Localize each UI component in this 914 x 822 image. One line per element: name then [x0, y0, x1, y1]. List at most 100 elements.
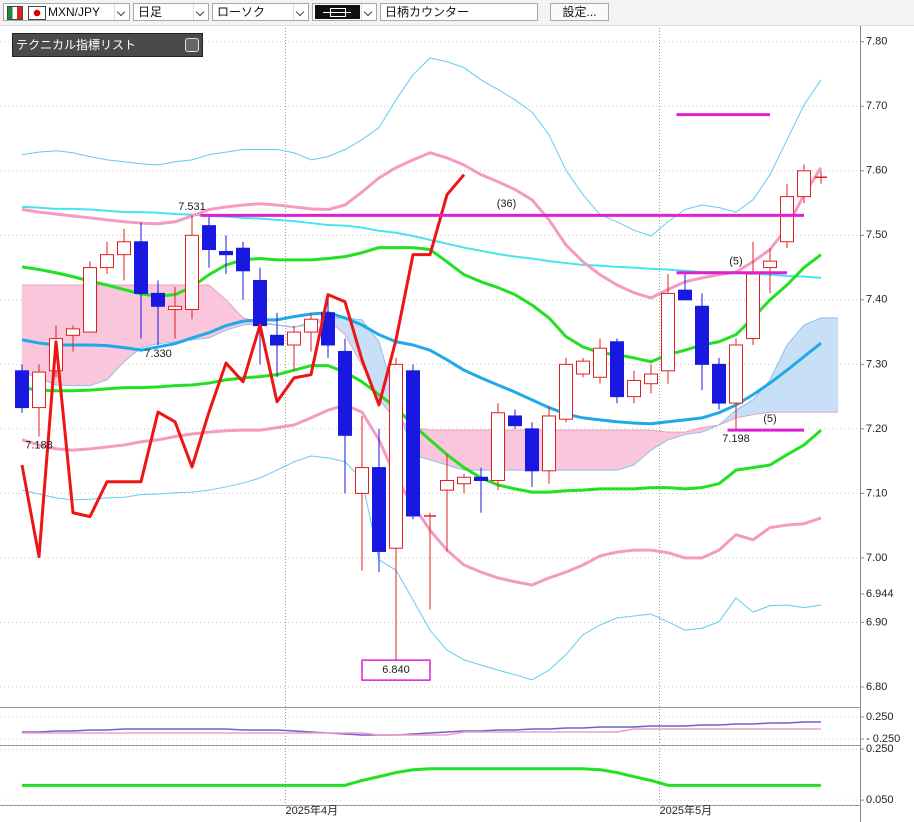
chart-style: ローソク: [217, 5, 266, 19]
cloud: [820, 317, 839, 413]
size-select[interactable]: [312, 3, 377, 21]
y-tick-label: 0.050: [866, 794, 894, 806]
x-tick-label: 2025年5月: [660, 803, 713, 817]
candle-body: [151, 292, 165, 307]
indicator-line: [21, 455, 822, 681]
settings: 設定...: [562, 5, 597, 19]
candle-body: [440, 479, 454, 491]
candle-body: [304, 318, 318, 333]
candle-body: [508, 415, 522, 427]
candle-body: [780, 196, 794, 243]
flag-icon: [7, 6, 23, 20]
cloud: [650, 429, 669, 451]
extreme-label: 7.531: [178, 201, 206, 213]
candle-body: [695, 305, 709, 365]
flag-icon: [28, 6, 46, 20]
candle-body: [236, 247, 250, 272]
symbol: MXN/JPY: [48, 5, 101, 19]
candle-body: [797, 170, 811, 198]
y-tick-label: 6.90: [866, 616, 887, 628]
symbol-select[interactable]: MXN/JPY: [3, 3, 130, 21]
indicator-line: [22, 767, 821, 787]
candle-body: [763, 260, 777, 269]
candle-body: [100, 254, 114, 269]
cloud: [21, 284, 40, 379]
panel-title: テクニカル指標リスト: [16, 38, 137, 52]
level-label: (5): [763, 413, 776, 425]
cloud: [582, 429, 601, 471]
candle-body: [729, 344, 743, 404]
candle-body: [644, 373, 658, 385]
y-tick-label: 7.40: [866, 294, 887, 306]
counter-input[interactable]: 日柄カウンター: [380, 3, 538, 21]
indicator-line: [21, 57, 822, 237]
candle-body: [270, 334, 284, 346]
period: 日足: [138, 5, 163, 19]
candle-body: [678, 289, 692, 301]
candle-body: [219, 250, 233, 256]
indicator-line: [21, 151, 823, 300]
candle-body: [610, 341, 624, 398]
cloud: [565, 429, 584, 471]
cloud: [106, 284, 125, 381]
candle-body: [746, 273, 760, 340]
y-tick-label: 7.60: [866, 165, 887, 177]
candle-body: [491, 412, 505, 481]
level-label: (5): [729, 256, 742, 268]
cloud: [769, 344, 788, 413]
candle-body: [559, 363, 573, 420]
candle-body: [542, 415, 556, 472]
candle-body: [372, 467, 386, 552]
x-tick-label: 2025年4月: [286, 803, 339, 817]
y-tick-label: 0.250: [866, 711, 894, 723]
extreme-label: 7.188: [25, 440, 53, 452]
indicator-line: [21, 311, 822, 426]
settings-button[interactable]: 設定...: [550, 3, 609, 21]
candle-body: [168, 305, 182, 311]
size-icon: [315, 5, 360, 19]
cloud: [633, 429, 652, 466]
candle-body: [66, 328, 80, 336]
candle-body: [474, 476, 488, 481]
extreme-label: 6.840: [382, 664, 410, 676]
candle-body: [338, 350, 352, 436]
candle-body: [202, 225, 216, 251]
indicator-line: [21, 364, 822, 494]
candle-body: [406, 370, 420, 517]
period-select[interactable]: 日足: [133, 3, 209, 21]
cloud: [599, 429, 618, 471]
y-tick-label: 7.70: [866, 100, 887, 112]
indicator-line: [22, 721, 821, 736]
candle-body: [355, 467, 369, 494]
candle-body: [185, 234, 199, 311]
indicator-panel[interactable]: テクニカル指標リスト: [12, 33, 203, 57]
counter: 日柄カウンター: [385, 5, 470, 19]
level-label: (36): [497, 198, 517, 210]
candle-body: [661, 292, 675, 372]
candle-body: [253, 279, 267, 327]
cloud: [463, 429, 482, 471]
label-box: [361, 659, 431, 681]
candle-body: [593, 347, 607, 378]
candle-body: [134, 241, 148, 294]
y-tick-label: - 0.250: [866, 733, 900, 745]
y-tick-label: 7.20: [866, 423, 887, 435]
indicator-line: [21, 205, 822, 279]
candle-body: [627, 379, 641, 398]
candle-body: [83, 267, 97, 333]
price-marker-label: 6.944: [866, 588, 894, 600]
indicator-line: [21, 403, 822, 587]
y-tick-label: 7.00: [866, 552, 887, 564]
y-tick-label: 7.50: [866, 229, 887, 241]
cloud: [616, 429, 635, 471]
candle-body: [287, 331, 301, 346]
cloud: [803, 317, 822, 413]
indicator-line: [20, 173, 466, 559]
candle-body: [576, 360, 590, 375]
style-select[interactable]: ローソク: [212, 3, 309, 21]
indicator-line: [22, 728, 821, 736]
panel-button[interactable]: [185, 38, 199, 52]
y-tick-label: 7.10: [866, 487, 887, 499]
candle-body: [712, 363, 726, 404]
